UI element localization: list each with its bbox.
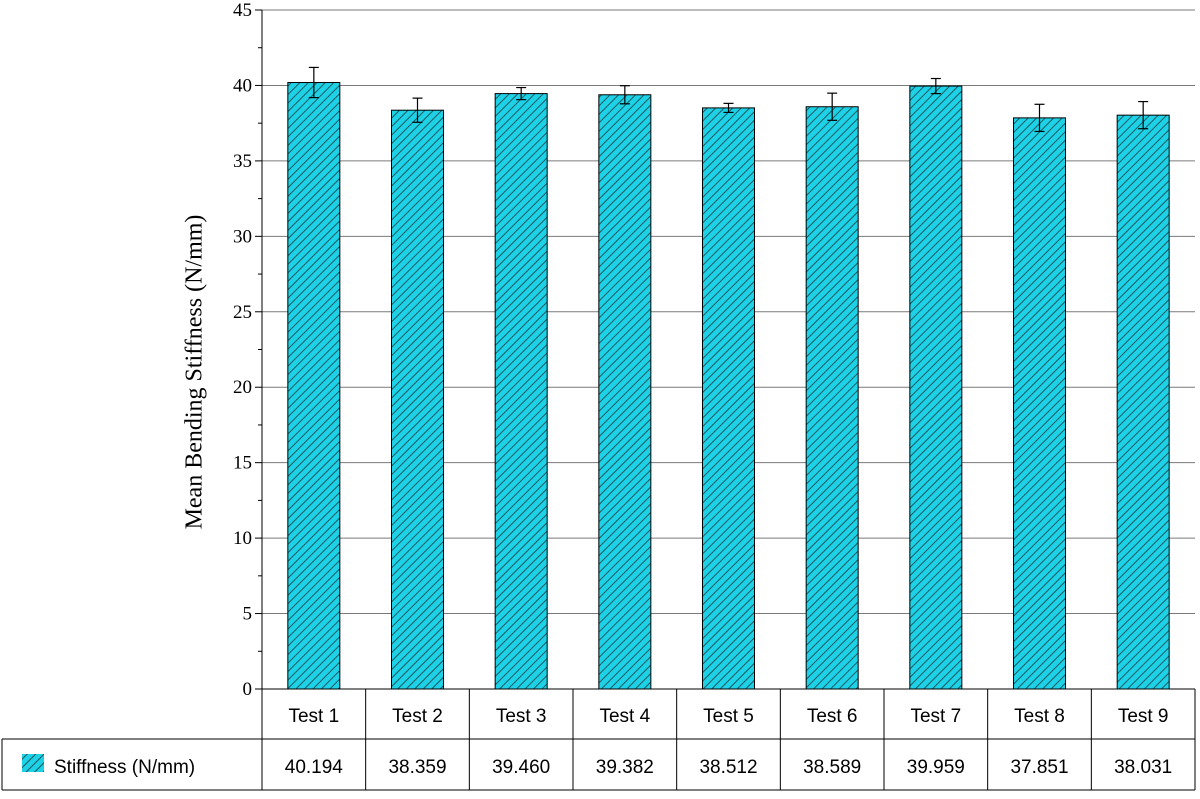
y-tick-label: 40: [233, 75, 252, 96]
data-value-label: 39.382: [596, 757, 654, 778]
bar: [805, 106, 859, 690]
bar: [702, 107, 755, 690]
y-tick-label: 20: [233, 377, 252, 398]
bar: [909, 85, 963, 690]
data-value-label: 38.031: [1114, 757, 1172, 778]
bar: [287, 82, 341, 690]
bar: [494, 93, 548, 690]
x-category-label: Test 9: [1118, 706, 1169, 727]
bar: [391, 109, 444, 690]
legend-swatch: [22, 754, 44, 772]
data-value-label: 37.851: [1010, 757, 1068, 778]
x-category-label: Test 6: [807, 706, 858, 727]
legend-series-name: Stiffness (N/mm): [54, 757, 195, 778]
x-category-label: Test 5: [703, 706, 754, 727]
x-category-label: Test 8: [1014, 706, 1065, 727]
y-tick-label: 0: [243, 679, 253, 700]
y-tick-label: 10: [233, 528, 252, 549]
x-category-label: Test 7: [910, 706, 961, 727]
data-value-label: 39.460: [492, 757, 550, 778]
x-category-label: Test 4: [599, 706, 650, 727]
y-tick-label: 35: [233, 151, 252, 172]
y-tick-label: 45: [233, 0, 252, 21]
x-category-label: Test 2: [392, 706, 443, 727]
data-table: Test 1 40.194 Test 2 38.359 Test 3 39.460 Test…: [1, 688, 1196, 791]
y-tick-label: 25: [233, 302, 252, 323]
y-tick-label: 30: [233, 226, 252, 247]
bar: [1116, 114, 1170, 690]
y-tick-label: 15: [233, 453, 252, 474]
bar: [1013, 117, 1066, 690]
data-value-label: 39.959: [907, 757, 965, 778]
bars: [287, 66, 1170, 690]
data-value-label: 40.194: [285, 757, 344, 778]
y-axis-title: Mean Bending Stiffness (N/mm): [181, 214, 208, 530]
x-category-label: Test 3: [496, 706, 547, 727]
y-axis: 0 5 10 15 20 25 30 35 40 45: [233, 0, 263, 700]
y-tick-label: 5: [243, 604, 253, 625]
data-value-label: 38.589: [803, 757, 861, 778]
data-value-label: 38.359: [388, 757, 446, 778]
data-value-label: 38.512: [699, 757, 757, 778]
bar: [598, 94, 652, 690]
x-category-label: Test 1: [288, 706, 339, 727]
